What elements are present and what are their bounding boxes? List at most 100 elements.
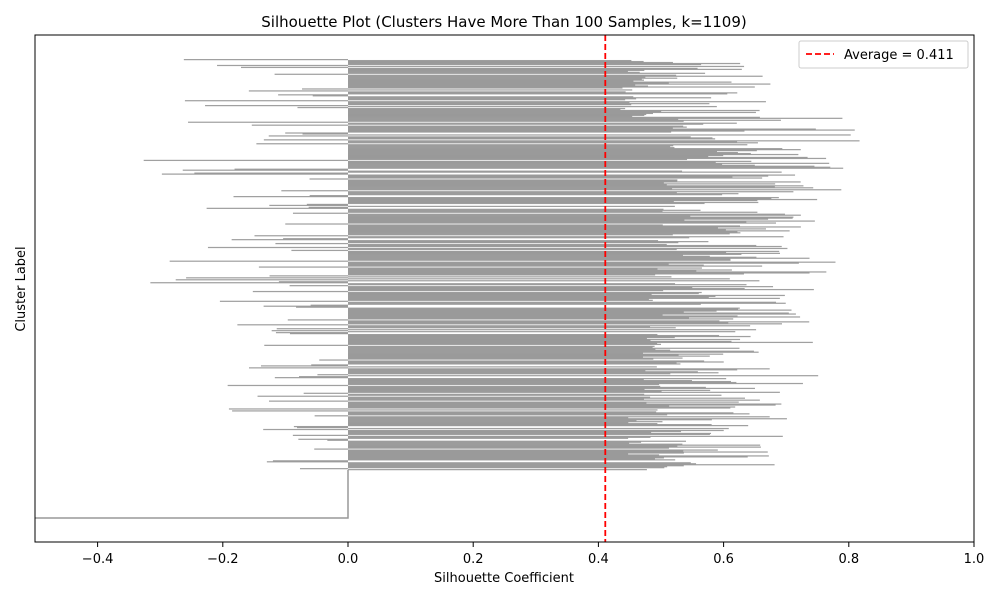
silhouette-bar — [348, 128, 816, 130]
silhouette-bar — [348, 191, 794, 193]
silhouette-bar — [319, 359, 348, 361]
silhouette-bar — [348, 429, 724, 432]
silhouette-bar — [348, 263, 669, 265]
silhouette-bar — [348, 145, 674, 147]
silhouette-bar — [348, 84, 636, 86]
silhouette-bar — [348, 217, 793, 219]
x-tick-label: −0.4 — [82, 552, 114, 567]
silhouette-bar — [348, 91, 626, 93]
silhouette-bar — [289, 285, 348, 287]
silhouette-bar — [268, 135, 348, 137]
silhouette-bar — [348, 391, 780, 393]
silhouette-bar — [348, 427, 729, 430]
silhouette-bar — [314, 448, 348, 450]
silhouette-bar — [348, 375, 819, 377]
silhouette-bar — [348, 61, 673, 64]
silhouette-bar — [232, 410, 348, 412]
silhouette-bar — [348, 157, 827, 160]
silhouette-bar — [348, 225, 741, 227]
silhouette-bar — [292, 434, 348, 436]
silhouette-bar — [348, 96, 634, 98]
silhouette-bar — [348, 409, 658, 411]
silhouette-bar — [348, 103, 710, 105]
silhouette-bar — [348, 224, 663, 226]
silhouette-bar — [348, 433, 710, 436]
silhouette-bar — [348, 430, 682, 433]
silhouette-bar — [348, 112, 653, 115]
silhouette-bar — [348, 171, 782, 173]
silhouette-bar — [263, 139, 348, 141]
silhouette-bar — [348, 314, 663, 316]
silhouette-bar — [205, 104, 348, 107]
silhouette-bar — [348, 218, 769, 220]
silhouette-bar — [348, 388, 645, 391]
silhouette-bar — [348, 181, 801, 183]
silhouette-bar — [348, 357, 683, 359]
silhouette-bar — [348, 243, 667, 246]
silhouette-bar — [348, 244, 757, 247]
x-tick-label: 0.0 — [338, 552, 359, 567]
silhouette-bar — [348, 323, 782, 325]
silhouette-bar — [348, 264, 704, 266]
silhouette-bar — [348, 126, 687, 128]
silhouette-bar — [302, 88, 348, 90]
silhouette-bar — [348, 85, 649, 87]
silhouette-bar — [348, 81, 732, 83]
silhouette-bar — [348, 407, 731, 409]
silhouette-bar — [348, 160, 752, 162]
silhouette-bar — [348, 447, 669, 449]
silhouette-bar — [348, 296, 709, 299]
silhouette-bar — [348, 462, 691, 464]
silhouette-bar — [348, 231, 738, 233]
silhouette-bar — [348, 399, 760, 401]
silhouette-bar — [348, 386, 706, 389]
silhouette-bar — [348, 331, 736, 333]
legend-entry: Average = 0.411 — [844, 48, 954, 63]
silhouette-bar — [348, 315, 738, 317]
silhouette-bar — [348, 200, 674, 203]
silhouette-bar — [348, 289, 664, 292]
silhouette-bar — [348, 184, 667, 186]
silhouette-bar — [306, 203, 348, 206]
silhouette-bar — [348, 214, 801, 216]
silhouette-bar — [348, 104, 632, 106]
silhouette-bar — [348, 77, 678, 79]
silhouette-bar — [348, 76, 646, 78]
silhouette-bar — [348, 435, 783, 437]
silhouette-bar — [348, 389, 711, 391]
silhouette-bar — [348, 140, 860, 142]
silhouette-bar — [348, 422, 629, 424]
silhouette-bar — [303, 392, 348, 394]
silhouette-bar — [348, 123, 704, 125]
silhouette-bar — [348, 122, 737, 124]
silhouette-bar — [264, 344, 348, 346]
silhouette-bar — [348, 108, 621, 111]
silhouette-bar — [348, 341, 813, 344]
silhouette-bar — [348, 219, 685, 221]
silhouette-bar — [296, 306, 348, 308]
silhouette-bar — [348, 211, 758, 213]
silhouette-bar — [348, 469, 647, 471]
silhouette-bar — [348, 413, 750, 415]
silhouette-bar — [348, 247, 788, 250]
silhouette-bar — [234, 168, 348, 170]
silhouette-bar — [287, 319, 348, 321]
silhouette-bar — [348, 241, 709, 243]
silhouette-bar — [348, 349, 671, 351]
silhouette-bar — [348, 361, 724, 363]
silhouette-bar — [348, 180, 678, 182]
silhouette-bar — [278, 281, 348, 283]
silhouette-bar — [348, 210, 663, 212]
silhouette-bar — [317, 374, 348, 376]
silhouette-bar — [348, 113, 647, 116]
silhouette-bar — [348, 245, 782, 248]
silhouette-bar — [348, 110, 662, 113]
silhouette-bar — [348, 208, 664, 210]
silhouette-bar — [348, 340, 732, 343]
silhouette-bar — [206, 207, 348, 209]
silhouette-bar — [348, 436, 651, 438]
silhouette-bar — [256, 143, 348, 145]
silhouette-bar — [348, 175, 769, 177]
silhouette-bars — [35, 59, 860, 519]
silhouette-bar — [348, 255, 710, 257]
